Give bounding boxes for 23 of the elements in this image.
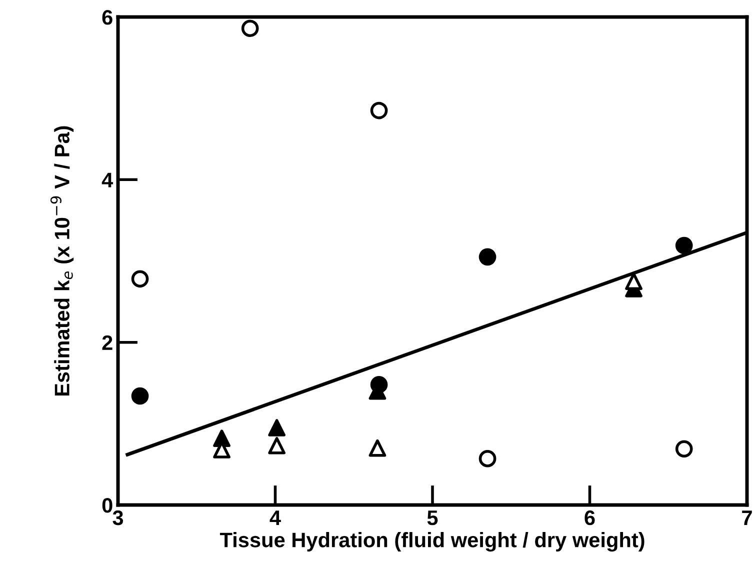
point: [268, 436, 286, 454]
y-tick-label: 4: [102, 172, 114, 188]
y-tick-label: 0: [102, 498, 112, 513]
x-tick-label: 7: [742, 510, 752, 525]
point: [241, 20, 259, 38]
x-tick-label: 6: [584, 510, 595, 526]
x-tick-label: 4: [270, 510, 281, 525]
y-tick-label: 2: [102, 335, 112, 350]
point: [131, 270, 149, 288]
point: [478, 450, 496, 468]
point: [268, 419, 286, 436]
x-axis-title: Tissue Hydration (fluid weight / dry weight): [220, 532, 644, 552]
y-tick-label: 6: [102, 10, 112, 25]
y-axis-title: Estimated k$_{e}$ (x 10$^{−9}$ V / Pa): [50, 126, 74, 396]
point: [368, 439, 386, 457]
point: [131, 387, 149, 405]
x-tick-label: 5: [427, 510, 438, 526]
point: [370, 102, 388, 120]
point: [675, 440, 693, 458]
point: [478, 248, 496, 266]
x-tick-label: 3: [112, 510, 124, 526]
point: [625, 272, 642, 290]
point: [675, 236, 693, 254]
